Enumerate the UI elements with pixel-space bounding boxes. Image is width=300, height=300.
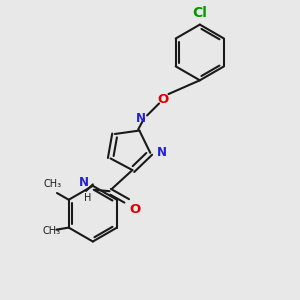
Text: N: N xyxy=(78,176,88,189)
Text: CH₃: CH₃ xyxy=(42,226,60,236)
Text: O: O xyxy=(158,93,169,106)
Text: N: N xyxy=(136,112,146,125)
Text: N: N xyxy=(157,146,167,159)
Text: O: O xyxy=(129,203,140,216)
Text: H: H xyxy=(84,193,91,203)
Text: Cl: Cl xyxy=(192,6,207,20)
Text: CH₃: CH₃ xyxy=(44,179,62,190)
